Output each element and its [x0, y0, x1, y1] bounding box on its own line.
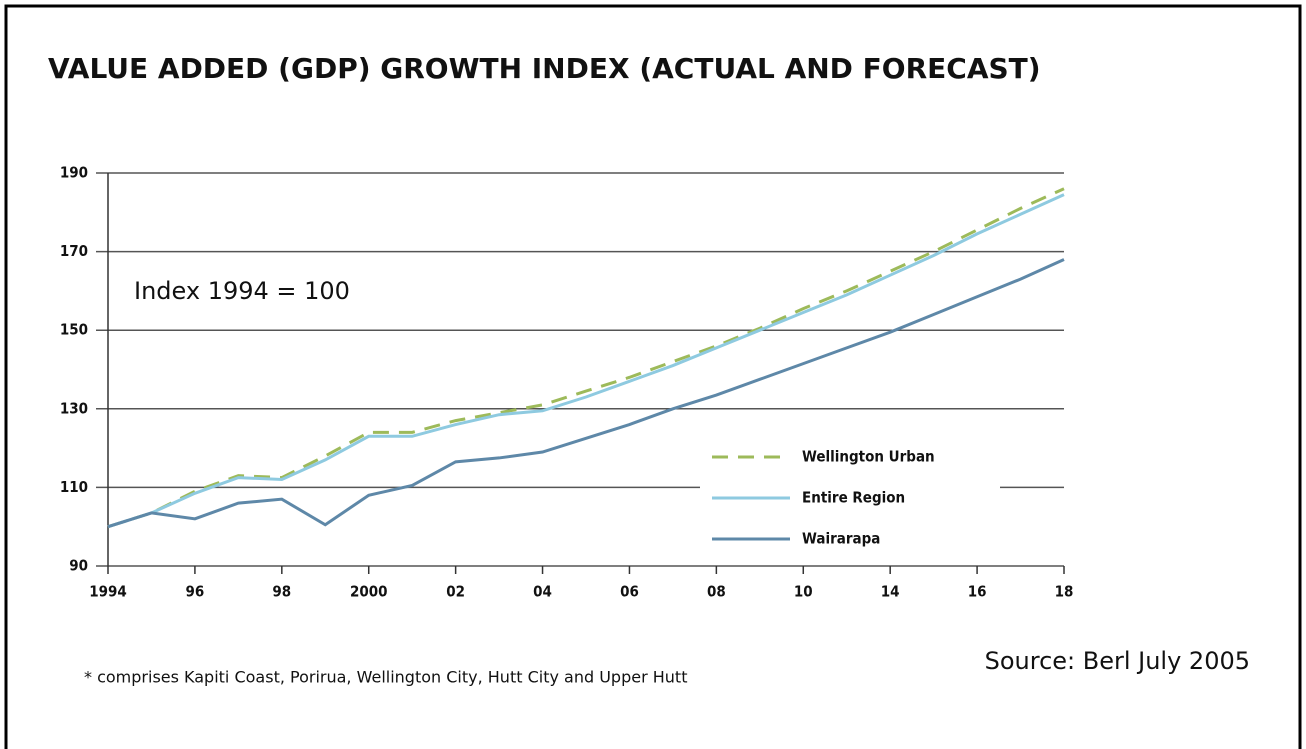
- x-tick-label: 04: [533, 583, 552, 601]
- y-tick-label: 110: [60, 478, 88, 496]
- x-tick-label: 18: [1055, 583, 1074, 601]
- x-tick-label: 02: [446, 583, 465, 601]
- annotation: Index 1994 = 100: [134, 277, 350, 305]
- series-line: [107, 187, 1065, 529]
- x-tick-label: 06: [620, 583, 639, 601]
- x-tick-label: 10: [794, 583, 813, 601]
- footnote: * comprises Kapiti Coast, Porirua, Welli…: [84, 668, 687, 687]
- y-tick-label: 170: [60, 242, 88, 260]
- frame: [4, 4, 1302, 749]
- x-tick-label: 08: [707, 583, 726, 601]
- legend-label: Wairarapa: [802, 530, 880, 548]
- series-line: [107, 258, 1065, 529]
- x-tick-label: 2000: [350, 583, 388, 601]
- x-tick-label: 96: [186, 583, 205, 601]
- x-tick-label: 16: [968, 583, 987, 601]
- chart-title: VALUE ADDED (GDP) GROWTH INDEX (ACTUAL A…: [48, 52, 1041, 85]
- series-line: [107, 193, 1065, 529]
- y-tick-label: 190: [60, 164, 88, 182]
- legend-label: Entire Region: [802, 489, 905, 507]
- y-tick-label: 130: [60, 399, 88, 417]
- x-tick-label: 98: [272, 583, 291, 601]
- y-tick-label: 150: [60, 321, 88, 339]
- source: Source: Berl July 2005: [985, 647, 1250, 675]
- y-tick-label: 90: [69, 557, 88, 575]
- legend-label: Wellington Urban: [802, 448, 935, 466]
- x-tick-label: 14: [881, 583, 900, 601]
- x-tick-label: 1994: [89, 583, 127, 601]
